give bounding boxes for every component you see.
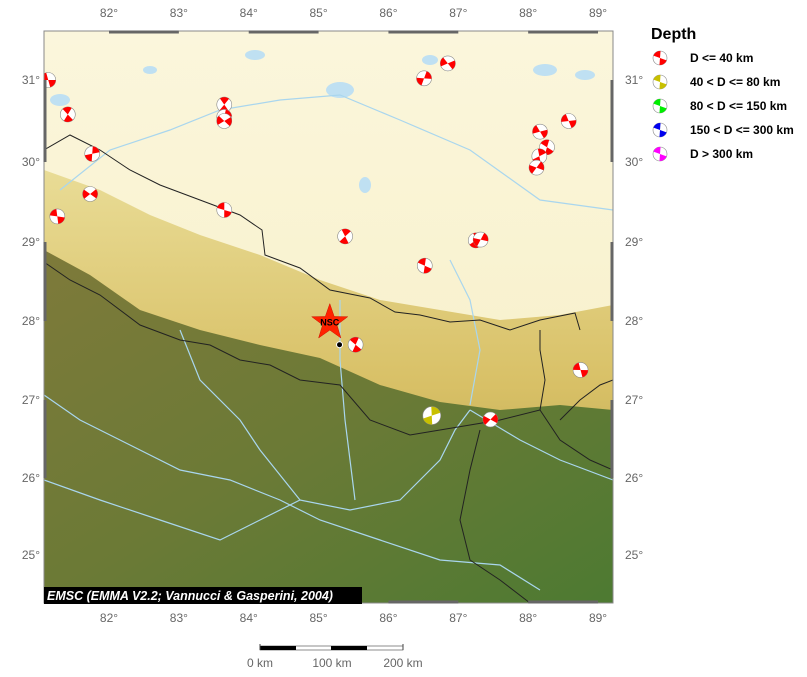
latitude-label: 26° — [22, 471, 40, 485]
event-beachball-icon[interactable] — [216, 202, 233, 218]
legend-label: D <= 40 km — [690, 51, 753, 65]
legend-title: Depth — [651, 26, 696, 43]
event-beachball-icon[interactable] — [84, 146, 101, 162]
legend-item: 40 < D <= 80 km — [652, 74, 780, 90]
epicenter-star-icon[interactable] — [310, 302, 349, 339]
latitude-label: 28° — [625, 314, 643, 328]
longitude-label: 88° — [519, 611, 537, 625]
longitude-label: 84° — [240, 611, 258, 625]
credit-box — [44, 587, 362, 604]
legend-beachball-icon[interactable] — [652, 50, 668, 66]
longitude-label: 85° — [310, 6, 328, 20]
legend-beachball-icon[interactable] — [652, 122, 668, 138]
scale-label-200: 200 km — [383, 656, 422, 670]
longitude-label: 86° — [379, 611, 397, 625]
legend-item: 150 < D <= 300 km — [652, 122, 794, 138]
longitude-label: 83° — [170, 611, 188, 625]
station-dot-icon — [336, 341, 344, 349]
longitude-label: 82° — [100, 6, 118, 20]
longitude-label: 88° — [519, 6, 537, 20]
legend-item: D > 300 km — [652, 146, 753, 162]
latitude-label: 29° — [22, 235, 40, 249]
latitude-label: 25° — [22, 548, 40, 562]
credit-text: EMSC (EMMA V2.2; Vannucci & Gasperini, 2… — [47, 589, 333, 603]
legend-beachball-icon[interactable] — [652, 74, 668, 90]
legend-item: 80 < D <= 150 km — [652, 98, 787, 114]
event-beachball-icon[interactable] — [41, 72, 57, 88]
earthquake-events — [41, 55, 589, 428]
latitude-label: 30° — [22, 155, 40, 169]
lakes — [50, 50, 595, 193]
event-beachball-icon[interactable] — [416, 257, 433, 274]
legend-label: 40 < D <= 80 km — [690, 75, 780, 89]
latitude-label: 27° — [625, 393, 643, 407]
scale-label-0: 0 km — [247, 656, 273, 670]
longitude-label: 87° — [449, 6, 467, 20]
latitude-label: 25° — [625, 548, 643, 562]
latitude-label: 31° — [625, 73, 643, 87]
legend-label: 150 < D <= 300 km — [690, 123, 794, 137]
longitude-label: 83° — [170, 6, 188, 20]
event-beachball-icon[interactable] — [528, 159, 545, 176]
event-beachball-icon[interactable] — [216, 96, 233, 113]
longitude-label: 85° — [310, 611, 328, 625]
longitude-label: 82° — [100, 611, 118, 625]
event-beachball-icon[interactable] — [532, 123, 548, 140]
legend-item: D <= 40 km — [652, 50, 753, 66]
latitude-label: 31° — [22, 73, 40, 87]
country-borders — [44, 134, 613, 603]
event-beachball-icon[interactable] — [440, 55, 456, 72]
event-beachball-icon[interactable] — [560, 113, 577, 129]
rivers — [44, 94, 613, 591]
event-beachball-icon[interactable] — [572, 362, 589, 378]
event-beachball-icon[interactable] — [49, 208, 66, 225]
longitude-label: 87° — [449, 611, 467, 625]
longitude-label: 84° — [240, 6, 258, 20]
latitude-labels: 31° 31° 30° 30° 29° 29° 28° 28° 27° 27° 26° 26° 25° 2… — [22, 73, 644, 562]
event-beachball-icon[interactable] — [422, 406, 442, 425]
longitude-label: 86° — [379, 6, 397, 20]
map-area[interactable]: NSC — [41, 31, 613, 603]
event-beachball-icon[interactable] — [472, 231, 489, 248]
depth-legend: Depth D <= 40 km 40 < D <= 80 km 80 < D <=… — [651, 26, 794, 162]
legend-label: 80 < D <= 150 km — [690, 99, 787, 113]
epicenter-marker[interactable]: NSC — [310, 302, 349, 349]
latitude-label: 30° — [625, 155, 643, 169]
lowland-plain — [44, 250, 613, 603]
event-beachball-icon[interactable] — [482, 411, 499, 428]
longitude-label: 89° — [589, 611, 607, 625]
latitude-label: 26° — [625, 471, 643, 485]
legend-beachball-icon[interactable] — [652, 146, 668, 162]
event-beachball-icon[interactable] — [216, 113, 233, 129]
event-beachball-icon[interactable] — [347, 336, 364, 353]
legend-label: D > 300 km — [690, 147, 753, 161]
scale-label-100: 100 km — [312, 656, 351, 670]
legend-beachball-icon[interactable] — [652, 98, 668, 114]
event-beachball-icon[interactable] — [59, 106, 76, 123]
latitude-label: 29° — [625, 235, 643, 249]
latitude-label: 27° — [22, 393, 40, 407]
scale-bar: 0 km 100 km 200 km — [247, 644, 423, 670]
longitude-labels: 82° 82° 83° 83° 84° 84° 85° 85° 86° 86° 87° 87° 88° 8… — [100, 6, 607, 625]
event-beachball-icon[interactable] — [416, 70, 432, 87]
longitude-label: 89° — [589, 6, 607, 20]
latitude-label: 28° — [22, 314, 40, 328]
epicenter-label: NSC — [320, 318, 340, 328]
event-beachball-icon[interactable] — [82, 186, 98, 202]
event-beachball-icon[interactable] — [337, 228, 353, 245]
